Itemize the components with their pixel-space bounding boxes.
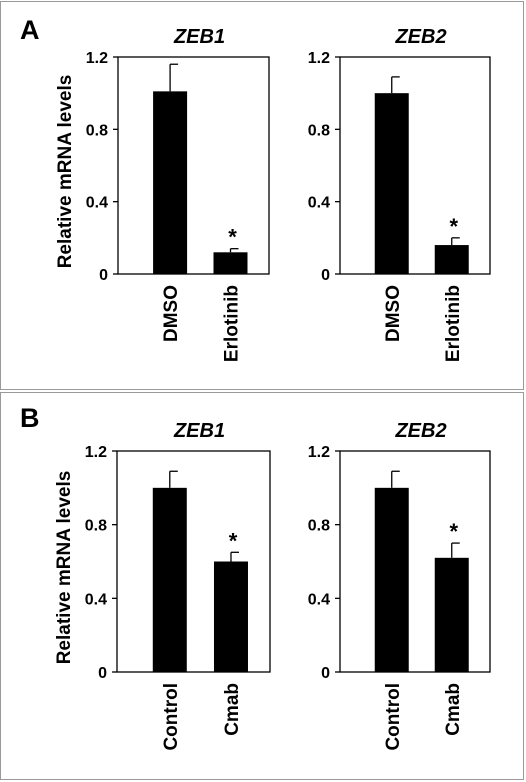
y-axis-label: Relative mRNA levels bbox=[55, 75, 76, 269]
y-tick-label: 0 bbox=[321, 267, 330, 284]
bar bbox=[434, 557, 469, 672]
y-axis-label: Relative mRNA levels bbox=[54, 471, 75, 665]
significance-star: * bbox=[228, 225, 237, 250]
y-tick-label: 0.8 bbox=[308, 518, 330, 535]
panel-b-letter: B bbox=[20, 403, 40, 433]
y-tick-label: 0 bbox=[98, 665, 107, 682]
y-tick-label: 0.4 bbox=[308, 591, 330, 608]
bar bbox=[153, 91, 188, 274]
category-label: Cmab bbox=[222, 683, 243, 736]
panel-a-frame bbox=[0, 1, 524, 390]
category-label: DMSO bbox=[161, 285, 182, 342]
category-label: Control bbox=[383, 683, 404, 751]
category-label: DMSO bbox=[383, 285, 404, 342]
y-tick-label: 0.8 bbox=[85, 518, 107, 535]
panel-a-letter: A bbox=[20, 15, 40, 45]
category-label: Erlotinib bbox=[221, 285, 242, 362]
significance-star: * bbox=[449, 214, 458, 239]
chart-b2 bbox=[335, 450, 491, 673]
significance-star: * bbox=[229, 528, 238, 553]
bar bbox=[213, 561, 248, 672]
chart-title: ZEB1 bbox=[173, 26, 225, 48]
y-tick-label: 1.2 bbox=[85, 444, 107, 461]
y-tick-label: 0 bbox=[99, 267, 108, 284]
bar bbox=[434, 245, 469, 274]
chart-b1 bbox=[112, 450, 271, 673]
chart-a1 bbox=[113, 56, 270, 275]
chart-title: ZEB1 bbox=[173, 420, 225, 442]
chart-title: ZEB2 bbox=[394, 420, 446, 442]
category-label: Cmab bbox=[443, 683, 464, 736]
y-tick-label: 1.2 bbox=[86, 50, 108, 67]
bar bbox=[152, 487, 187, 672]
plot-frame bbox=[117, 56, 270, 275]
y-tick-label: 1.2 bbox=[308, 50, 330, 67]
plot-frame bbox=[339, 56, 491, 275]
plot-frame bbox=[116, 450, 271, 673]
category-label: Control bbox=[161, 683, 182, 751]
y-tick-label: 0.4 bbox=[85, 591, 107, 608]
y-tick-label: 0.8 bbox=[86, 122, 108, 139]
chart-a2 bbox=[335, 56, 491, 275]
significance-star: * bbox=[449, 519, 458, 544]
y-tick-label: 1.2 bbox=[308, 444, 330, 461]
chart-title: ZEB2 bbox=[394, 26, 446, 48]
category-label: Erlotinib bbox=[443, 285, 464, 362]
y-tick-label: 0 bbox=[321, 665, 330, 682]
y-tick-label: 0.8 bbox=[308, 122, 330, 139]
y-tick-label: 0.4 bbox=[308, 195, 330, 212]
bar bbox=[374, 487, 409, 672]
plot-frame bbox=[339, 450, 491, 673]
bar bbox=[374, 93, 409, 275]
bar bbox=[213, 252, 248, 274]
y-tick-label: 0.4 bbox=[86, 195, 108, 212]
